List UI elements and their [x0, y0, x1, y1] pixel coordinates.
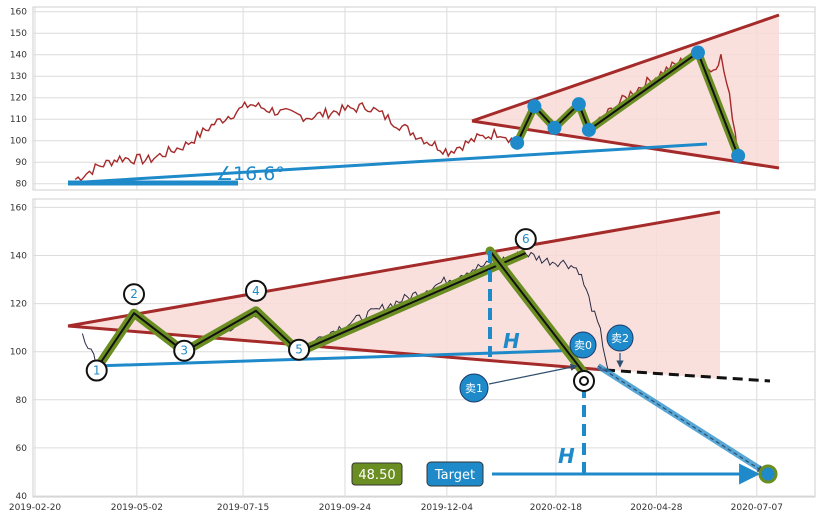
overview-y-tick-label: 80: [16, 180, 28, 190]
pattern-x-ticks: 2019-02-20 2019-05-02 2019-07-15 2019-09-24…: [9, 503, 783, 513]
overview-pivot-dot: [581, 122, 596, 137]
target-label-text: Target: [434, 468, 475, 483]
pattern-pivot-circle: [85, 359, 108, 382]
pattern-y-tick-label: 80: [16, 396, 28, 406]
pattern-pivot-circle: [244, 279, 267, 302]
pattern-y-tick-label: 160: [10, 203, 27, 213]
signal-label: 卖1: [465, 382, 483, 395]
pattern-pivot-label: 1: [93, 364, 101, 378]
overview-y-ticks: 80 90 100 110 120 130 140 150 160: [10, 8, 27, 190]
pattern-y-tick-label: 60: [16, 444, 28, 454]
overview-price-line: [74, 50, 738, 182]
pattern-zigzag-line: [95, 252, 527, 370]
overview-upper-trendline: [471, 13, 780, 123]
overview-y-tick-label: 140: [10, 51, 27, 61]
signal-marker: [606, 324, 634, 352]
pattern-pivot-circle: [123, 283, 146, 306]
overview-panel: 80 90 100 110 120 130 140 150 160 ∠16.6°: [10, 6, 816, 191]
pattern-support-line: [94, 348, 585, 368]
overview-y-tick-label: 150: [10, 29, 27, 39]
signal-markers: 卖0 卖1 卖2: [459, 324, 634, 403]
pattern-y-tick-label: 120: [10, 300, 27, 310]
overview-y-tick-label: 120: [10, 94, 27, 104]
pattern-x-tick-label: 2020-04-28: [630, 503, 683, 513]
target-projection-line: [597, 365, 765, 473]
height-label-bottom: H: [558, 444, 575, 468]
pattern-y-tick-label: 140: [10, 252, 27, 262]
pattern-pivot-markers: 1 2 3 4 5 6: [85, 228, 537, 382]
breakout-point-center: [579, 376, 589, 386]
pattern-breakdown-inner: [489, 250, 585, 374]
pattern-x-tick-label: 2020-02-18: [530, 503, 583, 513]
overview-y-tick-label: 100: [10, 137, 27, 147]
pattern-y-ticks: 40 60 80 100 120 140 160: [10, 203, 27, 502]
pattern-pivot-circle: [173, 339, 196, 362]
target-value-text: 48.50: [358, 468, 395, 483]
pattern-pivot-label: 2: [130, 287, 138, 301]
overview-pivot-dot: [510, 135, 525, 150]
signal-marker: [569, 331, 597, 359]
overview-y-tick-label: 130: [10, 72, 27, 82]
pattern-pivot-label: 4: [252, 284, 260, 298]
pattern-x-tick-label: 2019-09-24: [319, 503, 372, 513]
overview-support-line: [67, 142, 708, 185]
pattern-lower-trendline-extension: [604, 368, 771, 383]
pattern-x-tick-label: 2019-02-20: [9, 503, 62, 513]
pattern-pivot-circle: [288, 338, 311, 361]
overview-y-tick-label: 110: [10, 115, 27, 125]
signal-1-arrow: [488, 363, 578, 385]
pattern-pivot-label: 5: [295, 343, 303, 357]
pattern-y-tick-label: 40: [16, 492, 28, 502]
signal-label: 卖0: [574, 339, 592, 352]
pattern-x-tick-label: 2020-07-07: [731, 503, 783, 513]
target-point-marker: [758, 464, 778, 484]
overview-pivot-dot: [571, 97, 586, 112]
overview-pivot-dot: [547, 120, 562, 135]
pattern-pivot-label: 3: [180, 344, 188, 358]
pattern-x-tick-label: 2019-05-02: [111, 503, 163, 513]
pattern-pivot-label: 6: [522, 232, 530, 246]
overview-angle-label: ∠16.6°: [216, 163, 285, 185]
signal-label: 卖2: [611, 332, 629, 345]
pattern-upper-trendline: [67, 210, 721, 328]
overview-y-tick-label: 90: [16, 158, 28, 168]
overview-pivot-dot: [731, 148, 746, 163]
pattern-x-tick-label: 2019-07-15: [217, 503, 269, 513]
pattern-x-tick-label: 2019-12-04: [421, 503, 474, 513]
pattern-pivot-circle: [514, 228, 537, 251]
overview-pivot-markers: [510, 45, 746, 163]
target-value-badge: [351, 462, 403, 486]
signal-marker: [459, 373, 489, 403]
overview-pivot-dot: [690, 45, 705, 60]
overview-y-tick-label: 160: [10, 8, 27, 18]
height-label-top: H: [503, 329, 520, 353]
pattern-y-tick-label: 100: [10, 348, 27, 358]
target-label-badge: [426, 461, 484, 487]
overview-pivot-dot: [527, 99, 542, 114]
